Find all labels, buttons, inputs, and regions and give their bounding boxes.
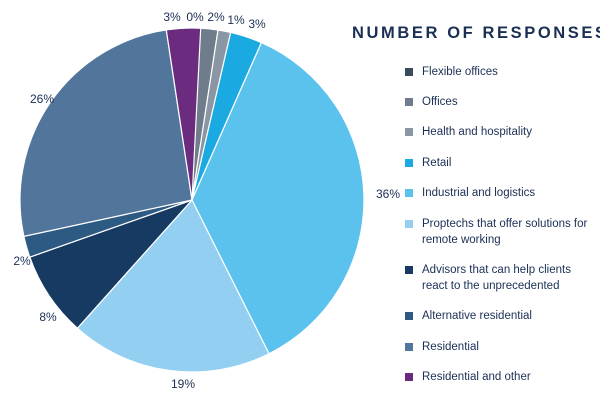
legend-label: Offices <box>422 96 458 108</box>
pie-slice-industrial-and-logistics <box>191 41 365 355</box>
slice-label-health-and-hospitality: 1% <box>227 13 245 27</box>
slice-label-offices: 2% <box>207 10 225 24</box>
slice-label-flexible-offices: 0% <box>186 10 204 24</box>
pie-slice-residential-and-other <box>165 27 202 201</box>
legend-label: Retail <box>422 157 452 169</box>
legend-swatch <box>405 373 413 381</box>
slice-label-retail: 3% <box>248 17 266 31</box>
legend-label: Health and hospitality <box>422 126 532 138</box>
legend-label: Residential <box>422 341 479 353</box>
slice-label-residential: 26% <box>30 92 54 106</box>
legend-label: Residential and other <box>422 371 531 383</box>
legend-swatch <box>405 189 413 197</box>
legend-title: NUMBER OF RESPONSES <box>352 24 600 42</box>
slice-label-alternative-residential: 2% <box>13 254 31 268</box>
legend-label: Advisors that can help clients react to … <box>422 264 571 292</box>
slice-label-advisors: 8% <box>39 310 57 324</box>
slice-label-residential-and-other: 3% <box>163 10 181 24</box>
legend-swatch <box>405 266 413 274</box>
legend-label: Alternative residential <box>422 310 532 322</box>
legend-swatch <box>405 220 413 228</box>
legend-swatch <box>405 98 413 106</box>
legend-swatch <box>405 159 413 167</box>
legend-label: Proptechs that offer solutions for remot… <box>422 218 588 246</box>
legend-swatch <box>405 343 413 351</box>
legend-label: Industrial and logistics <box>422 187 536 199</box>
legend-swatch <box>405 68 413 76</box>
legend-swatch <box>405 128 413 136</box>
slice-label-industrial-and-logistics: 36% <box>376 187 400 201</box>
legend-label: Flexible offices <box>422 66 498 78</box>
slice-label-proptechs: 19% <box>171 377 195 391</box>
legend-swatch <box>405 312 413 320</box>
pie-slice-proptechs <box>76 198 270 373</box>
pie-slice-residential <box>19 29 193 238</box>
